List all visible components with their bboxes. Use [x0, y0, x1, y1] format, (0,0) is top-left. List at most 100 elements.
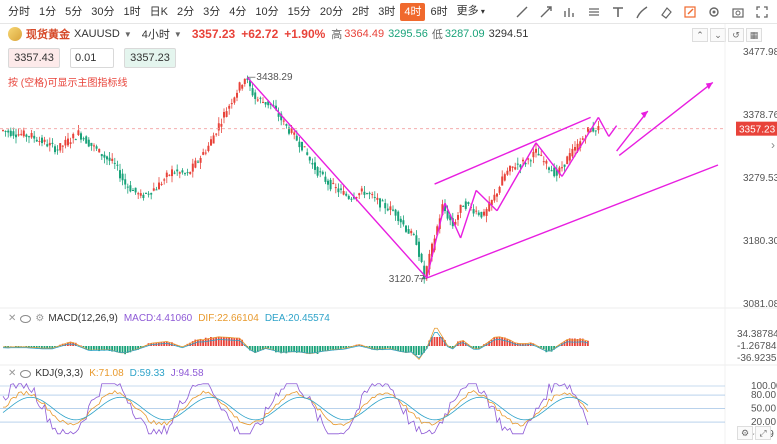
interval-8[interactable]: 4分 [229, 5, 247, 18]
candle-body-86 [225, 111, 228, 117]
chevron-down-icon[interactable]: ▼ [123, 29, 132, 39]
macd-bar-161 [420, 346, 423, 355]
wave-line-2 [459, 190, 477, 239]
candle-body-213 [555, 169, 558, 176]
macd-bar-39 [103, 346, 106, 351]
kdj-label: KDJ(9,3,3) [35, 368, 84, 379]
candle-body-15 [41, 137, 43, 144]
macd-bar-66 [173, 343, 176, 346]
macd-bar-125 [327, 346, 329, 351]
interval-12[interactable]: 2时 [352, 5, 370, 18]
fullscreen-icon[interactable] [753, 3, 771, 21]
candle-body-81 [212, 135, 215, 144]
candle-body-205 [535, 148, 537, 153]
macd-bar-53 [139, 346, 142, 348]
symbol-code[interactable]: XAUUSD [74, 28, 120, 40]
macd-bar-165 [431, 337, 433, 346]
brush-icon[interactable] [633, 3, 651, 21]
interval-7[interactable]: 3分 [203, 5, 221, 18]
candle-body-91 [238, 82, 241, 91]
candle-body-126 [329, 179, 332, 190]
candle-body-119 [311, 162, 314, 165]
eye-icon[interactable] [20, 314, 32, 323]
macd-legend: ✕ ⚙ MACD(12,26,9) MACD:4.41060 DIF:22.66… [8, 313, 336, 324]
trend-line-icon[interactable] [537, 3, 555, 21]
interval-16[interactable]: 更多 [453, 2, 489, 21]
layout-icon[interactable]: ▦ [746, 28, 762, 42]
zoom-out-icon[interactable]: ⌄ [710, 28, 726, 42]
close-kdj-icon[interactable]: ✕ [8, 368, 17, 379]
sell-button[interactable]: 3357.43 [8, 48, 60, 68]
text-tool-icon[interactable] [609, 3, 627, 21]
k-line [2, 390, 589, 427]
indicator-icon[interactable] [561, 3, 579, 21]
macd-bar-154 [402, 346, 405, 352]
interval-1[interactable]: 1分 [39, 5, 57, 18]
macd-bar-33 [87, 346, 90, 351]
macd-bar-116 [303, 346, 306, 353]
macd-bar-146 [381, 346, 384, 351]
interval-10[interactable]: 15分 [287, 5, 311, 18]
candle-body-221 [576, 143, 579, 152]
macd-bar-173 [451, 346, 454, 348]
price-change-pct: +1.90% [284, 27, 326, 41]
interval-4[interactable]: 1时 [123, 5, 141, 18]
candle-body-56 [147, 193, 150, 195]
candle-body-63 [165, 172, 168, 178]
interval-15[interactable]: 6时 [430, 5, 448, 18]
symbol-period[interactable]: 4小时 [141, 29, 170, 41]
macd-bar-150 [392, 346, 394, 350]
k-value: K:71.08 [89, 368, 124, 379]
macd-bar-201 [524, 343, 527, 346]
candle-body-211 [550, 170, 553, 172]
close-macd-icon[interactable]: ✕ [8, 313, 17, 324]
macd-bar-44 [116, 346, 119, 353]
macd-tick-2: -36.92352 [737, 353, 777, 364]
settings-icon[interactable]: ⚙ [737, 426, 753, 440]
macd-bar-130 [340, 346, 342, 349]
interval-13[interactable]: 3时 [378, 5, 396, 18]
settings-icon[interactable] [705, 3, 723, 21]
candle-body-163 [425, 266, 428, 277]
symbol-name[interactable]: 现货黄金 [26, 29, 70, 41]
macd-bar-117 [306, 346, 308, 354]
edit-icon[interactable] [681, 3, 699, 21]
draw-line-icon[interactable] [513, 3, 531, 21]
candle-body-159 [415, 235, 418, 245]
interval-9[interactable]: 10分 [255, 5, 279, 18]
period-chevron-down-icon[interactable]: ▼ [173, 29, 182, 39]
quantity-input[interactable]: 0.01 [70, 48, 114, 68]
eraser-icon[interactable] [657, 3, 675, 21]
interval-3[interactable]: 30分 [91, 5, 115, 18]
macd-bar-52 [137, 346, 139, 350]
interval-5[interactable]: 日K [149, 5, 168, 18]
parallel-lines-icon[interactable] [585, 3, 603, 21]
interval-11[interactable]: 20分 [319, 5, 344, 18]
expand-icon[interactable]: ⤢ [755, 426, 771, 440]
candle-body-208 [542, 161, 545, 163]
kdj-eye-icon[interactable] [20, 369, 32, 378]
candle-body-201 [524, 162, 527, 165]
macd-bar-153 [399, 346, 402, 352]
candle-body-70 [184, 173, 186, 175]
candle-body-99 [259, 97, 262, 99]
candle-body-44 [116, 164, 119, 166]
macd-bar-35 [93, 346, 95, 350]
candle-body-202 [527, 158, 530, 160]
camera-icon[interactable] [729, 3, 747, 21]
macd-bar-17 [46, 346, 48, 349]
interval-2[interactable]: 5分 [65, 5, 83, 18]
chevron-right-icon[interactable]: › [771, 138, 775, 152]
interval-14[interactable]: 4时 [400, 2, 426, 21]
zoom-in-icon[interactable]: ⌃ [692, 28, 708, 42]
interval-6[interactable]: 2分 [176, 5, 195, 18]
candle-body-120 [314, 162, 316, 170]
interval-0[interactable]: 分时 [8, 5, 30, 18]
reset-icon[interactable]: ↺ [728, 28, 744, 42]
buy-button[interactable]: 3357.23 [124, 48, 176, 68]
macd-bar-189 [493, 337, 496, 346]
j-value: J:94.58 [170, 368, 204, 379]
candle-body-222 [579, 141, 582, 148]
macd-settings-icon[interactable]: ⚙ [35, 313, 45, 324]
